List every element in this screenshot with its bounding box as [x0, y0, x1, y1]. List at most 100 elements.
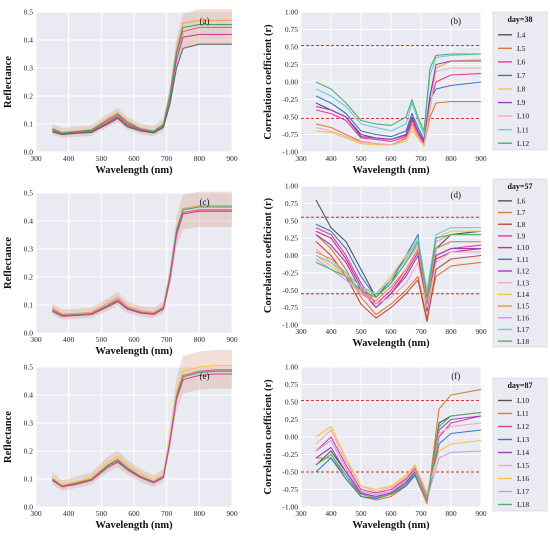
legend-entry: L4	[517, 30, 526, 39]
x-tick-label: 400	[325, 327, 337, 336]
y-tick-label: 0.50	[285, 398, 298, 407]
x-axis-label: Wavelength (nm)	[95, 346, 173, 357]
x-tick-label: 700	[161, 335, 173, 344]
y-tick-label: 0.00	[285, 433, 298, 442]
legend-entry: L11	[517, 125, 529, 134]
x-tick-label: 900	[226, 154, 238, 163]
legend-entry: L8	[517, 85, 526, 94]
series-line-L9	[315, 60, 481, 143]
panel-a: 300 400 500 600 700 800 900 0.0 0.1 0.2 0.3 0.4 0.5 (…	[3, 8, 238, 177]
y-tick-label: 1.00	[285, 363, 298, 372]
legend-entry: L18	[517, 337, 529, 346]
x-tick-label: 900	[226, 335, 238, 344]
series-line-L7	[315, 234, 482, 319]
legend-entry: L6	[517, 196, 526, 205]
panel-label: (e)	[200, 371, 210, 381]
legend-entry: L14	[517, 290, 529, 299]
x-axis-label: Wavelength (nm)	[95, 520, 173, 531]
series-line-4	[51, 373, 232, 488]
y-tick-label: 0.4	[24, 391, 34, 400]
y-tick-label: 0.4	[24, 217, 34, 226]
x-tick-label: 500	[96, 335, 108, 344]
panel-b: 300 400 500 600 700 800 900 -1.00 -0.75 -0.50 -0.2…	[263, 8, 487, 177]
y-tick-label: 0.2	[24, 447, 34, 456]
x-tick-label: 500	[355, 509, 367, 518]
y-tick-label: 0.25	[285, 415, 298, 424]
x-tick-label: 800	[445, 154, 457, 163]
y-tick-label: 0.75	[285, 25, 298, 34]
series-line-L16	[315, 425, 482, 494]
series-line-L18	[315, 411, 482, 501]
y-tick-label: -1.00	[282, 321, 298, 330]
y-tick-label: -0.75	[282, 303, 298, 312]
x-tick-label: 800	[194, 154, 206, 163]
spread-band	[52, 9, 233, 138]
legend: day=57 L6 L7 L8 L9 L10 L11 L12 L13 L14 L15 L16 L17 L1…	[492, 178, 548, 348]
y-tick-label: 0.0	[24, 148, 34, 157]
y-tick-label: 1.00	[285, 182, 298, 191]
x-tick-label: 700	[415, 154, 427, 163]
panel-f: 300 400 500 600 700 800 900 -1.00 -0.75 -0.50 -0.2…	[263, 363, 487, 532]
legend-title: day=38	[507, 15, 532, 24]
legend-entry: L10	[517, 243, 529, 252]
y-axis-label: Reflectance	[3, 411, 14, 463]
y-tick-label: 0.5	[24, 189, 34, 198]
y-tick-label: -0.25	[282, 95, 298, 104]
legend-entry: L14	[517, 448, 529, 457]
legend-entry: L12	[517, 139, 529, 148]
y-tick-label: 0.75	[285, 199, 298, 208]
legend-entry: L12	[517, 267, 529, 276]
x-tick-label: 600	[128, 154, 140, 163]
legend-box	[492, 178, 548, 348]
series-line-3	[51, 370, 232, 487]
y-tick-label: 0.00	[285, 251, 298, 260]
legend-entry: L9	[517, 232, 526, 241]
series-line-4	[52, 24, 232, 134]
series-line-L10	[315, 230, 482, 312]
y-tick-label: 0.75	[285, 380, 298, 389]
x-tick-label: 800	[194, 335, 206, 344]
y-tick-label: 0.1	[24, 475, 34, 484]
x-axis-label: Wavelength (nm)	[352, 165, 430, 176]
x-tick-label: 300	[30, 335, 42, 344]
series-line-L7	[315, 81, 482, 140]
x-tick-label: 400	[63, 509, 75, 518]
x-tick-label: 800	[445, 327, 457, 336]
legend-entry: L5	[517, 44, 526, 53]
x-tick-label: 700	[161, 154, 173, 163]
x-tick-label: 500	[96, 154, 108, 163]
legend-entry: L6	[517, 57, 526, 66]
x-tick-label: 600	[385, 509, 397, 518]
x-tick-label: 600	[385, 154, 397, 163]
x-tick-label: 600	[128, 335, 140, 344]
y-tick-label: 0.3	[24, 64, 34, 73]
x-tick-label: 800	[445, 509, 457, 518]
panel-label: (d)	[451, 190, 462, 200]
y-tick-label: 0.1	[24, 301, 34, 310]
y-tick-label: -0.25	[282, 450, 298, 459]
y-tick-label: 0.1	[24, 120, 34, 129]
y-tick-label: -1.00	[282, 148, 298, 157]
legend-title: day=87	[507, 381, 532, 390]
x-tick-label: 900	[475, 154, 487, 163]
legend-entry: L15	[517, 461, 529, 470]
x-tick-label: 900	[475, 509, 487, 518]
x-tick-label: 500	[355, 327, 367, 336]
y-tick-label: -0.25	[282, 268, 298, 277]
x-axis-label: Wavelength (nm)	[95, 165, 173, 176]
y-tick-label: -1.00	[282, 503, 298, 512]
series-line-2	[52, 205, 232, 315]
x-tick-label: 300	[295, 509, 307, 518]
y-tick-label: 1.00	[285, 8, 298, 17]
legend-entry: L16	[517, 474, 529, 483]
x-tick-label: 400	[63, 154, 75, 163]
x-tick-label: 400	[325, 509, 337, 518]
spread-band	[52, 191, 233, 320]
y-axis-label: Correlation coefficient (r)	[263, 379, 274, 495]
y-tick-label: 0.0	[24, 329, 34, 338]
series-line-1	[51, 369, 232, 487]
series-line-L8	[315, 241, 482, 323]
y-tick-label: 0.2	[24, 273, 34, 282]
panel-label: (c)	[200, 197, 210, 207]
